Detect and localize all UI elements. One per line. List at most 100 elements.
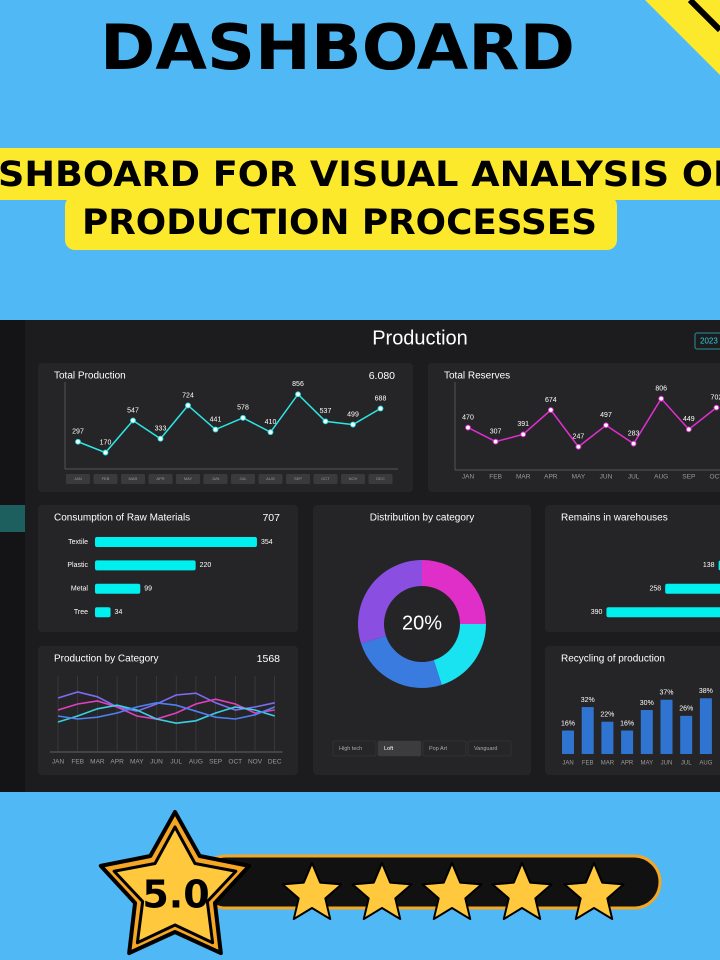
filter-label: Vanguard <box>474 746 497 752</box>
bar <box>640 710 653 754</box>
x-tick-label: JUN <box>600 474 613 481</box>
data-label: 138 <box>703 562 715 569</box>
panel-title: Recycling of production <box>561 654 665 665</box>
data-label: 170 <box>100 439 112 446</box>
panel-title: Total Production <box>54 371 126 382</box>
x-tick-label: JUL <box>681 761 692 767</box>
star <box>281 862 343 921</box>
filter-button[interactable] <box>377 740 422 757</box>
data-label: 497 <box>600 412 612 419</box>
data-label: 37% <box>659 690 673 697</box>
month-button[interactable] <box>231 474 255 484</box>
filter-label: Loft <box>384 746 394 752</box>
month-button[interactable] <box>148 474 173 484</box>
x-tick-label: OCT <box>228 759 242 766</box>
bar <box>699 698 712 754</box>
rating-score: 5.0 <box>142 873 209 917</box>
point <box>575 443 582 450</box>
x-tick-label: JAN <box>562 761 573 767</box>
panel-title: Remains in warehouses <box>561 513 668 524</box>
data-label: 30% <box>640 700 654 707</box>
bar <box>660 699 673 754</box>
panel-title: Production by Category <box>54 654 159 665</box>
panel <box>545 505 720 632</box>
data-label: 38% <box>699 688 713 695</box>
center-label: 20% <box>402 612 442 634</box>
subtitle-band <box>0 148 720 200</box>
data-label: 806 <box>655 386 667 393</box>
point <box>157 435 164 442</box>
point <box>377 405 384 412</box>
panel <box>38 646 298 775</box>
point <box>75 438 81 445</box>
x-tick-label: JUL <box>239 476 247 481</box>
slice <box>422 560 486 624</box>
category-label: Tree <box>74 609 88 616</box>
data-label: 297 <box>72 429 84 436</box>
point <box>350 421 356 428</box>
month-button[interactable] <box>66 474 90 484</box>
sidebar <box>0 320 25 792</box>
point <box>240 414 246 421</box>
panel <box>38 363 413 492</box>
data-label: 16% <box>620 720 634 727</box>
x-tick-label: APR <box>110 759 124 766</box>
year-box[interactable] <box>694 332 720 350</box>
x-tick-label: APR <box>544 474 558 481</box>
data-label: 22% <box>600 712 614 719</box>
sidebar-item[interactable] <box>0 505 25 532</box>
star <box>421 862 483 921</box>
bar <box>680 715 693 754</box>
slice <box>361 635 442 688</box>
x-tick-label: MAR <box>90 759 105 766</box>
data-label: 34 <box>115 609 123 616</box>
point <box>658 395 665 402</box>
panel-total: 1568 <box>257 653 281 665</box>
x-tick-label: NOV <box>248 759 263 766</box>
month-button[interactable] <box>368 474 393 484</box>
filter-button[interactable] <box>422 740 467 757</box>
panel-title: Total Reserves <box>444 371 510 382</box>
x-tick-label: FEB <box>582 761 594 767</box>
star <box>563 862 625 921</box>
month-button[interactable] <box>313 474 338 484</box>
x-tick-label: JUN <box>150 759 163 766</box>
x-tick-label: JAN <box>462 474 475 481</box>
x-tick-label: SEP <box>682 474 695 481</box>
line <box>57 691 275 713</box>
category-label: Metal <box>71 586 89 593</box>
data-label: 26% <box>679 706 693 713</box>
x-tick-label: AUG <box>654 474 668 481</box>
x-tick-label: FEB <box>489 474 502 481</box>
data-label: 220 <box>200 562 212 569</box>
filter-button[interactable] <box>332 740 377 757</box>
data-label: 537 <box>320 408 332 415</box>
data-label: 856 <box>292 381 304 388</box>
x-tick-label: JUL <box>628 474 640 481</box>
month-button[interactable] <box>121 474 145 484</box>
corner-ribbon <box>645 0 720 75</box>
month-button[interactable] <box>176 474 200 484</box>
line <box>57 701 275 720</box>
category-label: Textile <box>68 539 88 546</box>
data-label: 390 <box>591 609 603 616</box>
point <box>267 429 274 436</box>
data-label: 674 <box>545 397 557 404</box>
point <box>212 426 219 433</box>
month-button[interactable] <box>258 474 283 484</box>
month-button[interactable] <box>203 474 228 484</box>
bar <box>621 730 634 754</box>
x-tick-label: MAR <box>601 761 615 767</box>
data-label: 307 <box>490 428 502 435</box>
x-tick-label: MAR <box>129 476 138 481</box>
panel-title: Consumption of Raw Materials <box>54 513 190 524</box>
month-button[interactable] <box>286 474 310 484</box>
bar <box>606 607 720 618</box>
x-tick-label: NOV <box>349 476 358 481</box>
month-button[interactable] <box>93 474 118 484</box>
corner-stripe <box>687 0 720 33</box>
filter-button[interactable] <box>467 740 512 757</box>
x-tick-label: JUL <box>170 759 182 766</box>
month-button[interactable] <box>341 474 365 484</box>
x-tick-label: DEC <box>376 476 385 481</box>
